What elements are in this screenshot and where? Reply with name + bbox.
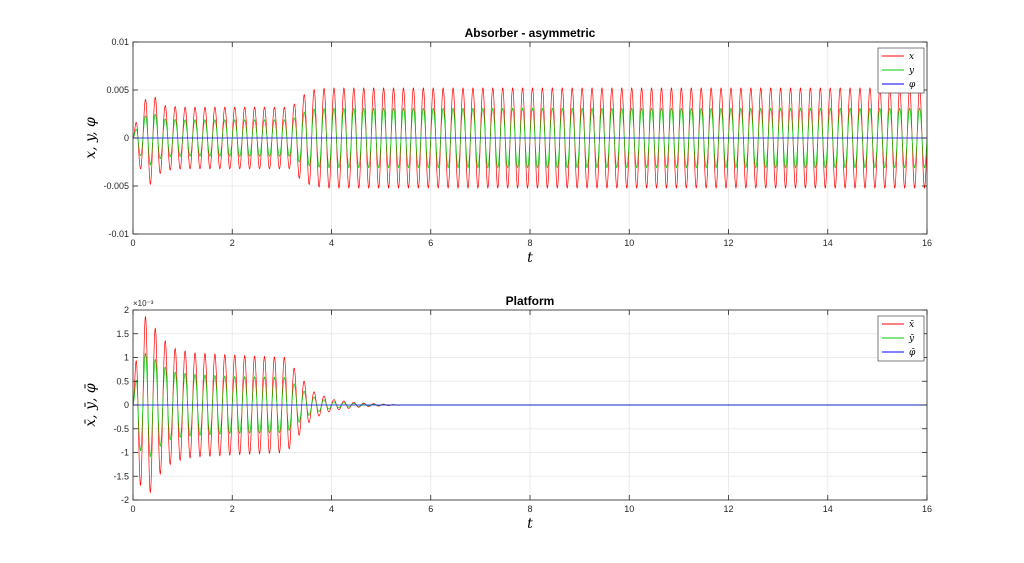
plot-title: Absorber - asymmetric <box>465 26 596 40</box>
legend-label: ȳ <box>908 334 915 344</box>
y-tick-label: -1 <box>121 448 129 458</box>
x-tick-label: 10 <box>624 504 634 514</box>
x-tick-label: 14 <box>823 504 833 514</box>
x-tick-label: 4 <box>329 238 334 248</box>
x-axis-label: t <box>527 250 533 266</box>
y-tick-label: 0.5 <box>116 376 129 386</box>
platform-plot: 0 2 4 6 8 10 12 14 16 -2 -1.5 -1 -0.5 0 0.5 1 1.5 2 ×10⁻³ P… <box>83 294 932 532</box>
legend-label: φ̄ <box>909 348 916 358</box>
x-tick-label: 10 <box>624 238 634 248</box>
x-tick-label: 16 <box>922 504 932 514</box>
x-tick-label: 4 <box>329 504 334 514</box>
legend: x̄ ȳ φ̄ <box>877 315 925 362</box>
y-tick-label: -0.01 <box>108 229 129 239</box>
y-tick-label: 1.5 <box>116 329 129 339</box>
y-tick-label: 0 <box>124 400 129 410</box>
legend-label: y <box>908 66 915 76</box>
y-tick-label: 0 <box>124 133 129 143</box>
series-group <box>133 87 927 189</box>
y-tick-label: -1.5 <box>113 471 129 481</box>
x-tick-label: 12 <box>723 504 733 514</box>
x-tick-label: 6 <box>428 504 433 514</box>
legend-label: x <box>909 52 914 62</box>
y-tick-label: -0.005 <box>103 181 129 191</box>
legend-label: x̄ <box>909 320 914 330</box>
x-tick-label: 14 <box>823 238 833 248</box>
x-tick-label: 16 <box>922 238 932 248</box>
y-axis-label: x, y, φ <box>83 117 99 159</box>
x-tick-label: 2 <box>230 504 235 514</box>
x-tick-label: 8 <box>527 238 532 248</box>
y-tick-label: 2 <box>124 305 129 315</box>
y-tick-label: -2 <box>121 495 129 505</box>
series-group <box>133 316 927 494</box>
y-axis-label: x̄, ȳ, φ̄ <box>83 383 99 427</box>
x-tick-label: 0 <box>130 504 135 514</box>
x-tick-label: 2 <box>230 238 235 248</box>
legend: xyφ <box>877 47 925 94</box>
x-tick-label: 0 <box>130 238 135 248</box>
y-tick-label: 0.01 <box>111 37 129 47</box>
y-tick-label: 0.005 <box>106 85 129 95</box>
x-axis-label: t <box>527 516 533 532</box>
legend-label: φ <box>909 80 916 90</box>
x-tick-label: 6 <box>428 238 433 248</box>
x-tick-label: 12 <box>723 238 733 248</box>
y-tick-label: -0.5 <box>113 424 129 434</box>
absorber-plot: 0 2 4 6 8 10 12 14 16 -0.01 -0.005 0 0.005 0.01 Absorb… <box>83 26 932 266</box>
y-exponent-label: ×10⁻³ <box>133 299 154 308</box>
y-tick-label: 1 <box>124 353 129 363</box>
plot-title: Platform <box>506 294 555 308</box>
x-tick-label: 8 <box>527 504 532 514</box>
